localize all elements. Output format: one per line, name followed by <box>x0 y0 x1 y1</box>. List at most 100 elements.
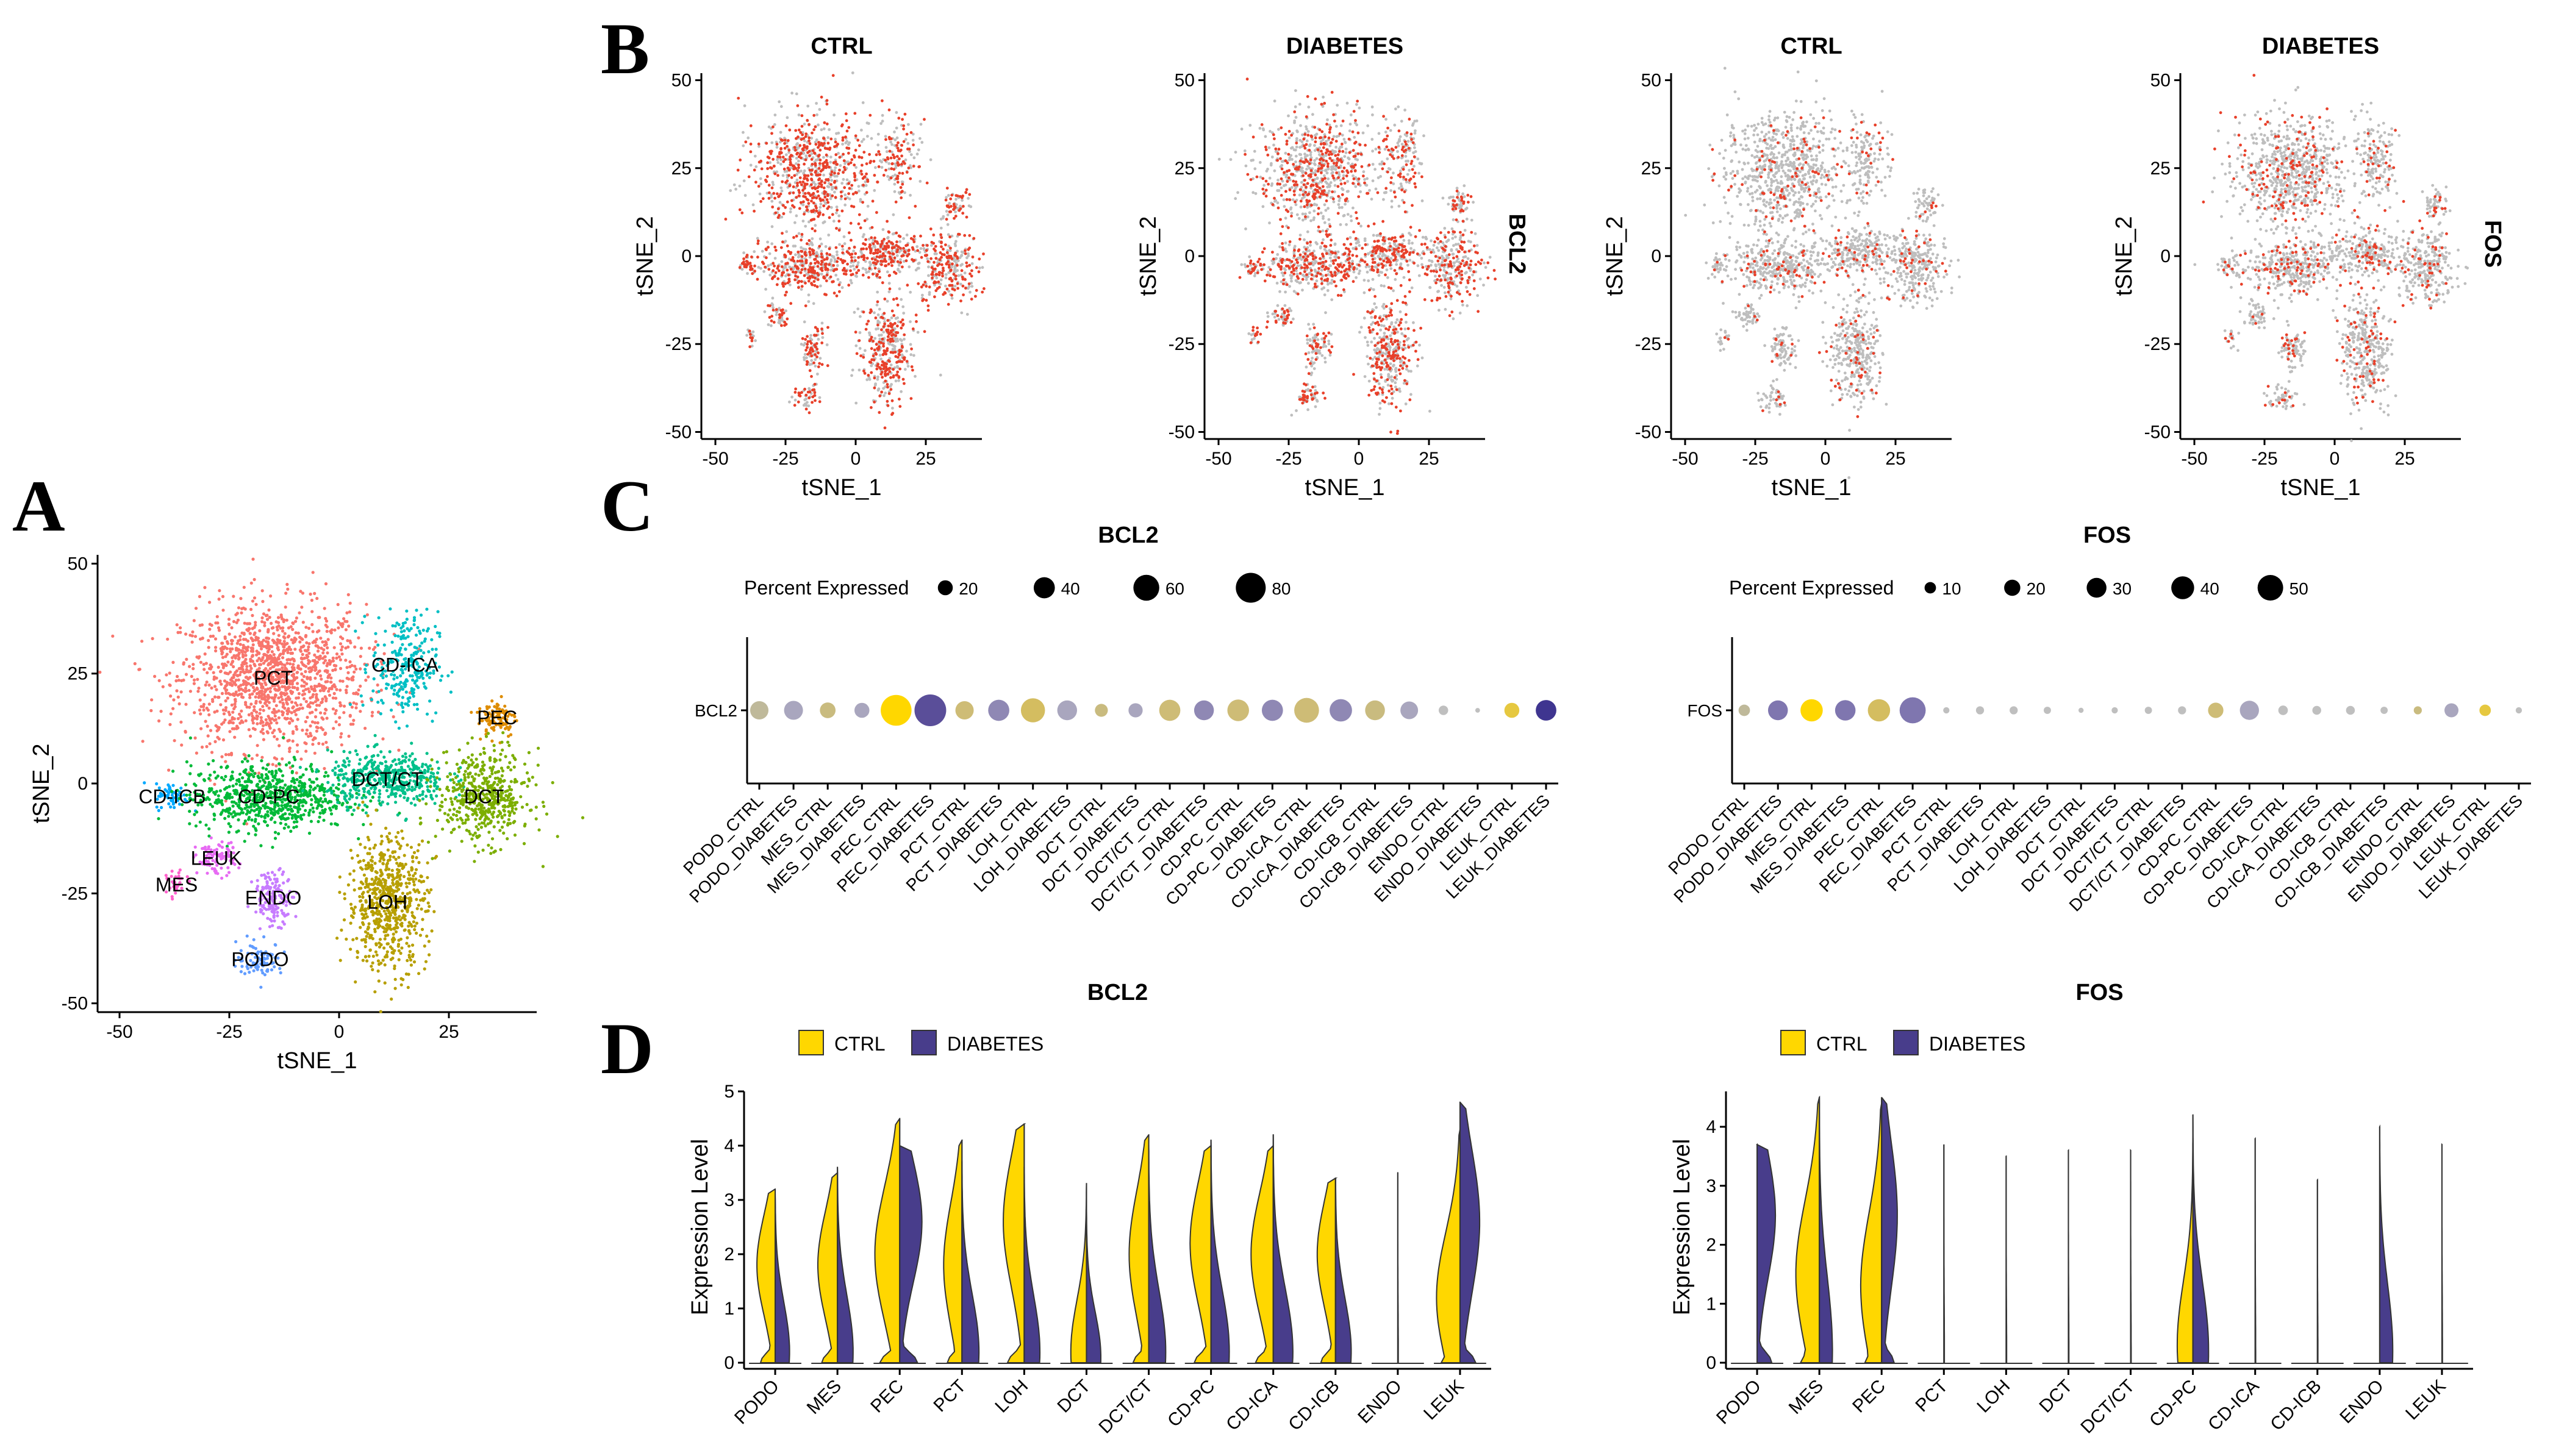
cell-point <box>243 621 246 625</box>
cell-point <box>830 179 833 182</box>
cell-point <box>773 123 776 126</box>
cell-point <box>351 908 356 912</box>
cell-point <box>389 793 393 796</box>
cell-point <box>220 755 224 758</box>
cell-point <box>418 644 422 648</box>
cell-point <box>903 191 906 194</box>
cell-point <box>292 658 296 662</box>
cell-point <box>374 942 378 946</box>
cell-point <box>394 919 398 922</box>
cell-point <box>421 762 424 766</box>
cell-point <box>448 808 452 812</box>
cell-point <box>453 807 456 811</box>
cell-point <box>811 237 814 240</box>
cell-point <box>241 776 245 780</box>
cell-point <box>282 645 285 649</box>
cell-point <box>302 813 306 816</box>
cell-point <box>231 784 235 788</box>
cell-point <box>323 790 326 794</box>
cell-point <box>861 101 865 104</box>
cell-point <box>378 852 382 857</box>
cell-point <box>284 823 288 826</box>
cell-point <box>452 813 456 816</box>
cell-point <box>232 810 236 813</box>
cell-point <box>379 870 383 874</box>
cell-point <box>213 801 217 804</box>
cell-point <box>270 807 273 811</box>
cell-point <box>364 955 368 958</box>
cell-point <box>415 794 419 798</box>
cell-point <box>287 878 290 882</box>
cell-point <box>349 723 353 726</box>
cell-point <box>401 705 405 709</box>
cell-point <box>365 602 368 606</box>
cell-point <box>263 877 267 880</box>
cell-point <box>507 818 511 821</box>
cell-point <box>353 905 357 909</box>
cell-point <box>265 768 268 771</box>
cell-point <box>265 773 268 776</box>
cell-point <box>297 692 301 696</box>
cell-point <box>841 143 844 146</box>
cell-point <box>455 762 459 766</box>
cell-point <box>372 882 376 886</box>
cell-point <box>207 777 211 780</box>
cell-point <box>299 590 303 593</box>
cell-point <box>293 758 297 762</box>
cell-point <box>357 688 360 692</box>
cell-point <box>734 187 737 191</box>
cell-point <box>434 648 438 651</box>
cell-point <box>348 610 352 614</box>
cell-point <box>285 658 289 662</box>
cell-point <box>184 729 187 733</box>
cell-point <box>245 628 249 632</box>
cell-point <box>320 726 323 730</box>
cell-point <box>168 723 172 726</box>
cell-point <box>874 166 877 170</box>
cell-point <box>876 132 880 136</box>
cell-point <box>912 156 916 160</box>
cell-point <box>349 947 353 951</box>
cell-point <box>243 771 247 774</box>
cell-point <box>403 629 406 633</box>
cell-point <box>254 621 257 624</box>
cell-point <box>815 102 818 105</box>
cell-point <box>403 918 407 921</box>
cell-point <box>418 799 421 802</box>
cell-point <box>224 708 227 712</box>
cell-point <box>476 851 480 854</box>
cell-point <box>453 772 457 776</box>
cell-point <box>211 699 215 703</box>
cell-point <box>403 796 406 799</box>
cell-point <box>490 699 494 703</box>
cell-point <box>795 178 799 182</box>
cell-point <box>349 641 353 644</box>
cell-point <box>188 822 192 826</box>
cell-point <box>243 646 247 649</box>
cell-point <box>832 219 836 223</box>
cell-point <box>223 646 227 649</box>
b0-x-tick-label: -25 <box>772 449 798 469</box>
cell-point <box>388 750 392 754</box>
cell-point <box>275 737 279 741</box>
cell-point <box>425 777 429 781</box>
cell-point <box>374 632 378 635</box>
cell-point <box>508 761 512 765</box>
cell-point <box>217 629 221 632</box>
cell-point <box>358 758 362 762</box>
cell-point <box>259 708 262 712</box>
cell-point <box>207 638 210 643</box>
cell-point <box>256 754 259 757</box>
cell-point <box>213 782 217 786</box>
cell-point <box>378 962 381 966</box>
cell-point <box>195 810 199 814</box>
cell-point <box>403 929 406 932</box>
cell-point <box>349 805 353 809</box>
cell-point <box>213 792 217 796</box>
cell-point <box>363 726 367 730</box>
cell-point <box>431 719 434 723</box>
cell-point <box>541 865 545 868</box>
cell-point <box>256 744 259 748</box>
cell-point <box>339 635 343 639</box>
cell-point <box>773 113 777 117</box>
